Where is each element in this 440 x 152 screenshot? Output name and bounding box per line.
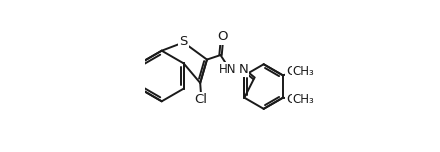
Text: HN: HN bbox=[219, 63, 237, 76]
Text: O: O bbox=[217, 31, 228, 43]
Text: CH₃: CH₃ bbox=[293, 93, 314, 106]
Text: O: O bbox=[286, 93, 297, 106]
Text: Cl: Cl bbox=[194, 93, 207, 106]
Text: S: S bbox=[180, 35, 188, 48]
Text: N: N bbox=[238, 63, 248, 76]
Text: O: O bbox=[286, 65, 297, 78]
Text: CH₃: CH₃ bbox=[293, 65, 314, 78]
